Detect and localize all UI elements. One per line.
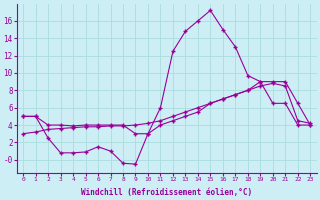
X-axis label: Windchill (Refroidissement éolien,°C): Windchill (Refroidissement éolien,°C)	[81, 188, 252, 197]
